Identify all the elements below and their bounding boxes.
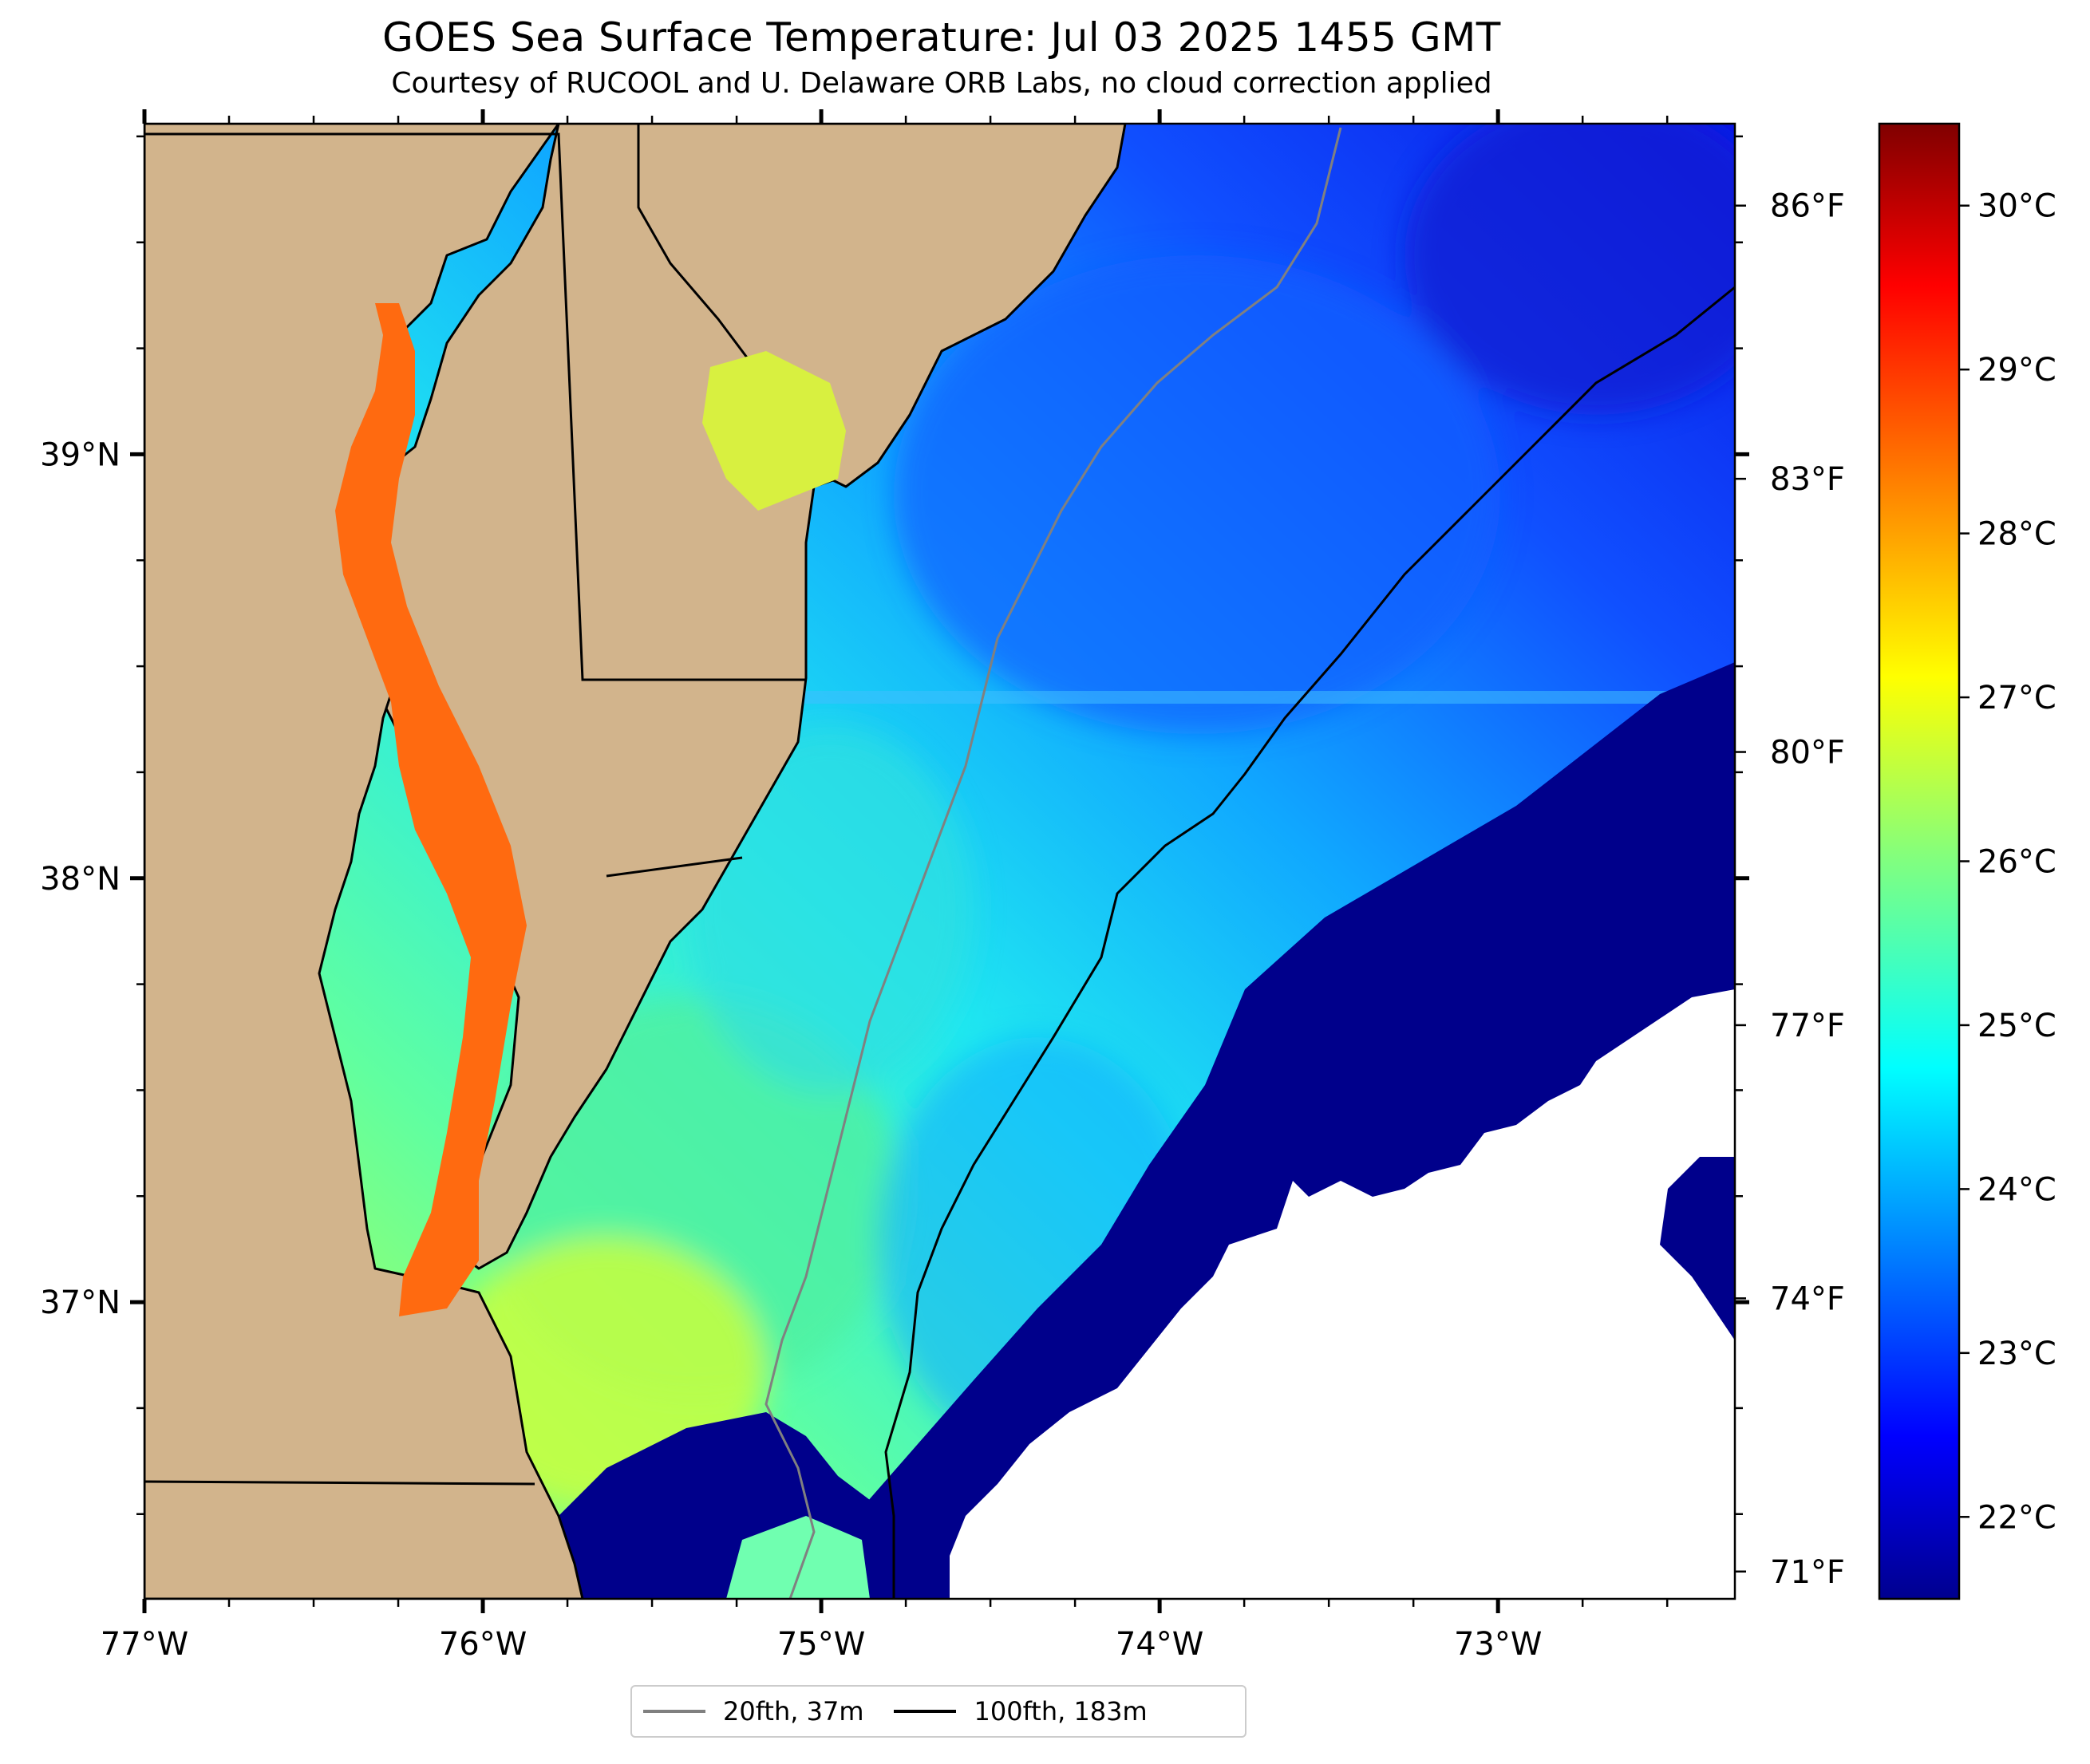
fahrenheit-tick-label: 74°F bbox=[1770, 1281, 1845, 1317]
fahrenheit-tick-label: 80°F bbox=[1770, 735, 1845, 772]
colorbar-tick-label: 22°C bbox=[1977, 1499, 2056, 1536]
isobath-100fth bbox=[884, 286, 1735, 1599]
isobath-20fth bbox=[764, 127, 1342, 1599]
y-tick-label: 37°N bbox=[40, 1285, 121, 1321]
map-layers bbox=[144, 124, 1735, 1599]
colorbar-tick-label: 29°C bbox=[1977, 352, 2056, 389]
x-tick-label: 77°W bbox=[101, 1626, 188, 1663]
colorbar bbox=[1878, 122, 1961, 1600]
x-tick-label: 74°W bbox=[1116, 1626, 1203, 1663]
x-axis-ticks: 77°W 76°W 75°W 74°W 73°W bbox=[101, 109, 1669, 1663]
cloud-mask-offshore bbox=[950, 989, 1735, 1599]
colorbar-tick-label: 26°C bbox=[1977, 844, 2056, 881]
legend-line-20fth bbox=[643, 1710, 705, 1713]
fahrenheit-tick-label: 83°F bbox=[1770, 461, 1845, 498]
map-title: GOES Sea Surface Temperature: Jul 03 202… bbox=[382, 14, 1501, 61]
x-tick-label: 75°W bbox=[777, 1626, 865, 1663]
y-tick-label: 38°N bbox=[40, 861, 121, 898]
colorbar-tick-label: 30°C bbox=[1977, 188, 2056, 225]
y-axis-ticks-fahrenheit: 86°F 83°F 80°F 77°F 74°F 71°F bbox=[1735, 188, 1845, 1591]
colorbar-ticks: 30°C 29°C 28°C 27°C 26°C 25°C 24°C 23°C 22°C bbox=[1959, 188, 2056, 1536]
chesapeake-bay-sst bbox=[335, 303, 527, 1316]
fahrenheit-tick-label: 77°F bbox=[1770, 1008, 1845, 1044]
colorbar-tick-label: 25°C bbox=[1977, 1008, 2056, 1044]
fahrenheit-tick-label: 86°F bbox=[1770, 188, 1845, 225]
y-axis-ticks: 39°N 38°N 37°N bbox=[40, 135, 1749, 1515]
legend-item-100fth: 100fth, 183m bbox=[894, 1696, 1148, 1727]
legend: 20fth, 37m 100fth, 183m bbox=[630, 1685, 1246, 1738]
colorbar-tick-label: 24°C bbox=[1977, 1171, 2056, 1208]
map-subtitle: Courtesy of RUCOOL and U. Delaware ORB L… bbox=[391, 67, 1492, 100]
colorbar-tick-label: 23°C bbox=[1977, 1336, 2056, 1372]
legend-label-100fth: 100fth, 183m bbox=[974, 1696, 1148, 1727]
legend-item-20fth: 20fth, 37m bbox=[643, 1696, 863, 1727]
state-boundaries bbox=[144, 132, 806, 1486]
legend-label-20fth: 20fth, 37m bbox=[723, 1696, 864, 1727]
sst-shelf-variation bbox=[447, 124, 1735, 1508]
y-tick-label: 39°N bbox=[40, 436, 121, 473]
x-tick-label: 73°W bbox=[1454, 1626, 1542, 1663]
colorbar-tick-label: 28°C bbox=[1977, 516, 2056, 553]
land-new-jersey bbox=[637, 124, 1127, 488]
fahrenheit-tick-label: 71°F bbox=[1770, 1554, 1845, 1591]
colorbar-tick-label: 27°C bbox=[1977, 680, 2056, 716]
x-tick-label: 76°W bbox=[439, 1626, 527, 1663]
legend-line-100fth bbox=[894, 1710, 957, 1713]
sst-warm-pocket bbox=[726, 1516, 870, 1599]
delaware-bay-sst bbox=[702, 351, 846, 511]
land-western-shore bbox=[144, 124, 584, 1599]
sst-stripe-artifact bbox=[782, 691, 1735, 704]
map-frame bbox=[143, 122, 1736, 1600]
